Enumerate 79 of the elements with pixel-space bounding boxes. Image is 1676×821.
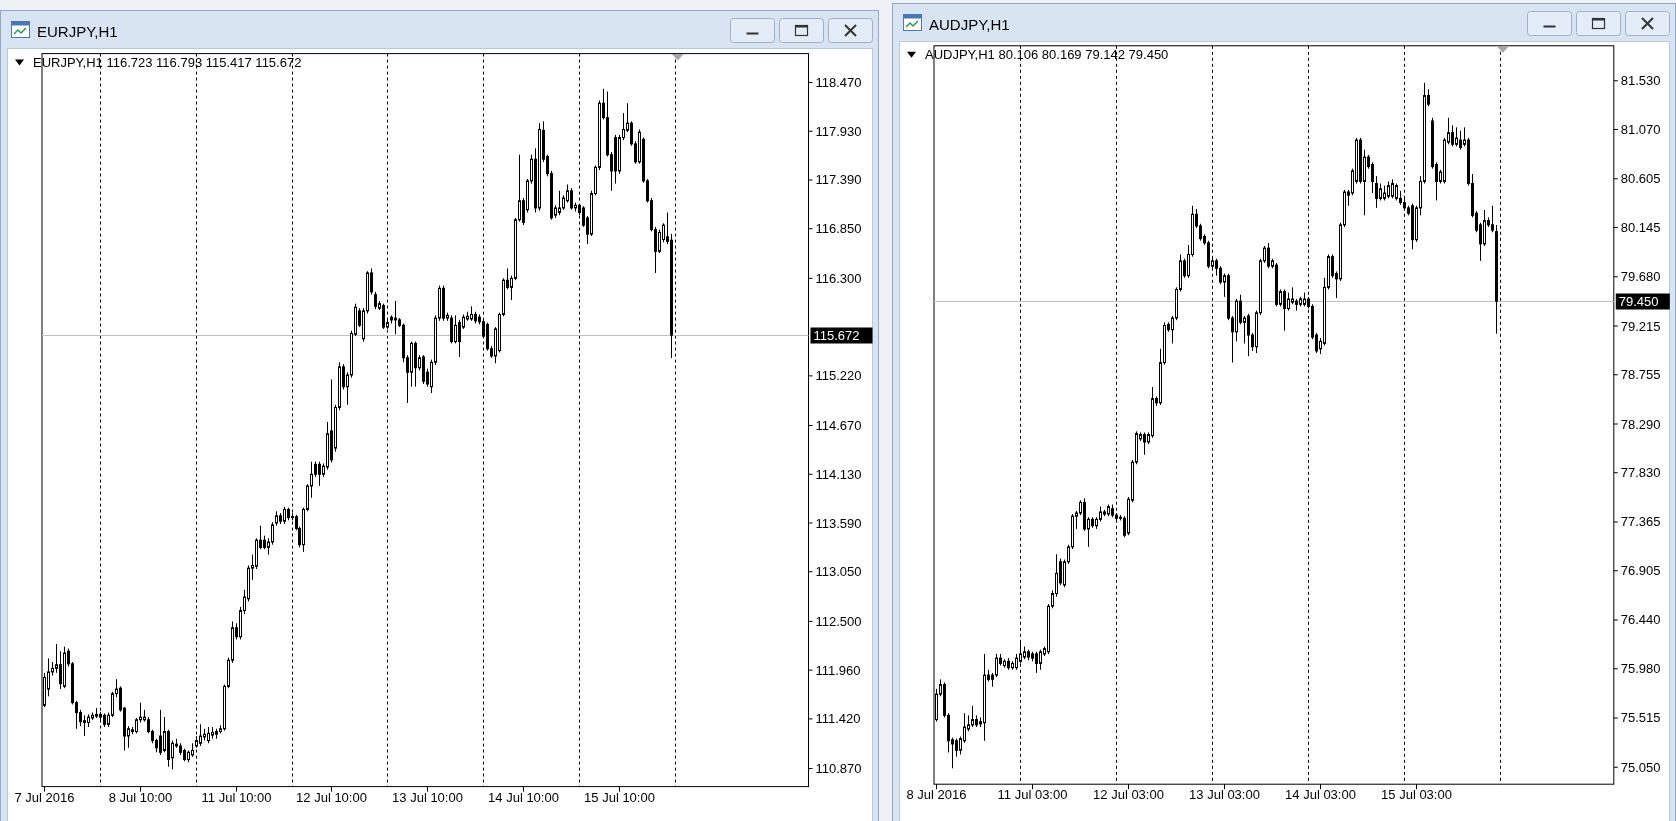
y-tick-label: 117.390 xyxy=(815,172,862,188)
candlestick xyxy=(1035,651,1038,674)
x-tick-label: 8 Jul 10:00 xyxy=(108,789,173,805)
y-tick-label: 110.870 xyxy=(815,761,862,777)
y-tick-label: 80.145 xyxy=(1620,219,1661,235)
candlestick xyxy=(83,714,86,737)
y-tick-label: 115.220 xyxy=(815,368,862,384)
x-tick-label: 14 Jul 10:00 xyxy=(488,789,559,805)
ref-line-label: 79.450 xyxy=(1618,294,1659,309)
candlestick xyxy=(59,650,62,690)
y-tick-label: 111.960 xyxy=(815,662,861,678)
y-tick-label: 116.850 xyxy=(815,221,862,237)
chart-subtitle: EURJPY,H1 116.723 116.793 115.417 115.672 xyxy=(33,54,302,70)
candlestick xyxy=(1375,175,1378,209)
x-tick-label: 7 Jul 2016 xyxy=(14,789,75,805)
x-tick-label: 8 Jul 2016 xyxy=(906,787,967,803)
candlestick xyxy=(1459,130,1462,151)
y-tick-label: 112.500 xyxy=(815,613,862,629)
candlestick xyxy=(199,723,202,747)
y-tick-label: 76.440 xyxy=(1620,612,1661,628)
candlestick xyxy=(1267,242,1270,269)
chart-title: EURJPY,H1 xyxy=(37,22,118,40)
y-tick-label: 81.070 xyxy=(1620,121,1661,137)
x-tick-label: 15 Jul 10:00 xyxy=(584,789,655,805)
y-tick-label: 78.290 xyxy=(1620,416,1661,432)
y-tick-label: 77.365 xyxy=(1620,514,1661,530)
candlestick xyxy=(271,521,274,546)
y-tick-label: 114.670 xyxy=(815,418,862,434)
y-tick-label: 117.930 xyxy=(815,123,862,139)
chart-subtitle: AUDJPY,H1 80.106 80.169 79.142 79.450 xyxy=(925,46,1169,62)
candlestick xyxy=(382,303,385,330)
y-tick-label: 113.050 xyxy=(815,564,862,580)
y-tick-label: 77.830 xyxy=(1620,465,1661,481)
ref-line-label: 115.672 xyxy=(813,328,860,343)
x-tick-label: 14 Jul 03:00 xyxy=(1285,787,1356,803)
candlestick xyxy=(1483,209,1486,247)
x-tick-label: 11 Jul 03:00 xyxy=(997,787,1068,803)
y-tick-label: 78.755 xyxy=(1620,367,1661,383)
candlestick xyxy=(1491,205,1494,233)
y-tick-label: 75.515 xyxy=(1620,710,1661,726)
candlestick xyxy=(1039,649,1042,671)
candlestick xyxy=(1143,431,1146,456)
candlestick xyxy=(1287,292,1290,312)
candlestick xyxy=(995,653,998,678)
candlestick xyxy=(570,187,573,211)
y-tick-label: 81.530 xyxy=(1620,73,1661,89)
y-tick-label: 111.420 xyxy=(815,711,861,727)
x-tick-label: 12 Jul 03:00 xyxy=(1093,787,1164,803)
candlestick xyxy=(558,190,561,216)
candlestick xyxy=(1455,126,1458,147)
y-tick-label: 79.680 xyxy=(1620,269,1661,285)
candlestick xyxy=(971,705,974,728)
candlestick xyxy=(1451,124,1454,147)
y-tick-label: 116.300 xyxy=(815,270,862,286)
candlestick xyxy=(394,300,397,335)
x-tick-label: 13 Jul 03:00 xyxy=(1189,787,1260,803)
candlestick xyxy=(450,314,453,344)
y-tick-label: 114.130 xyxy=(815,466,862,482)
candlestick xyxy=(1391,178,1394,199)
candlestick xyxy=(318,461,321,487)
y-tick-label: 118.470 xyxy=(815,74,862,90)
y-tick-label: 80.605 xyxy=(1620,171,1661,187)
y-tick-label: 76.905 xyxy=(1620,563,1661,579)
candlestick xyxy=(955,738,958,758)
x-tick-label: 11 Jul 10:00 xyxy=(201,789,272,805)
y-tick-label: 75.980 xyxy=(1620,661,1661,677)
candlestick xyxy=(454,314,457,344)
candlestick xyxy=(1247,313,1250,357)
y-tick-label: 79.215 xyxy=(1620,318,1661,334)
x-tick-label: 15 Jul 03:00 xyxy=(1381,787,1452,803)
x-tick-label: 13 Jul 10:00 xyxy=(392,789,463,805)
candlestick xyxy=(1283,288,1286,332)
y-tick-label: 75.050 xyxy=(1620,759,1661,775)
y-tick-label: 113.590 xyxy=(815,515,862,531)
candlestick xyxy=(159,709,162,756)
chart-title: AUDJPY,H1 xyxy=(929,15,1010,33)
candlestick xyxy=(458,319,461,358)
x-tick-label: 12 Jul 10:00 xyxy=(296,789,367,805)
candlestick xyxy=(1207,240,1210,269)
